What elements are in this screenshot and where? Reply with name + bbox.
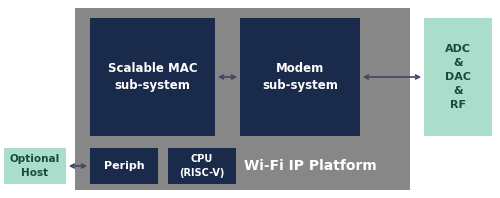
Text: ADC
&
DAC
&
RF: ADC & DAC & RF (445, 44, 471, 110)
Text: Scalable MAC
sub-system: Scalable MAC sub-system (108, 62, 198, 92)
Bar (240, 18, 360, 136)
Text: Optional
Host: Optional Host (10, 154, 60, 178)
Text: Wi-Fi IP Platform: Wi-Fi IP Platform (244, 159, 376, 173)
Bar (4, 148, 66, 184)
Text: CPU
(RISC-V): CPU (RISC-V) (180, 154, 224, 178)
Text: Modem
sub-system: Modem sub-system (262, 62, 338, 92)
Bar (90, 148, 158, 184)
Text: Periph: Periph (104, 161, 144, 171)
Bar (90, 18, 215, 136)
Bar (75, 8, 410, 190)
Bar (424, 18, 492, 136)
Bar (168, 148, 236, 184)
